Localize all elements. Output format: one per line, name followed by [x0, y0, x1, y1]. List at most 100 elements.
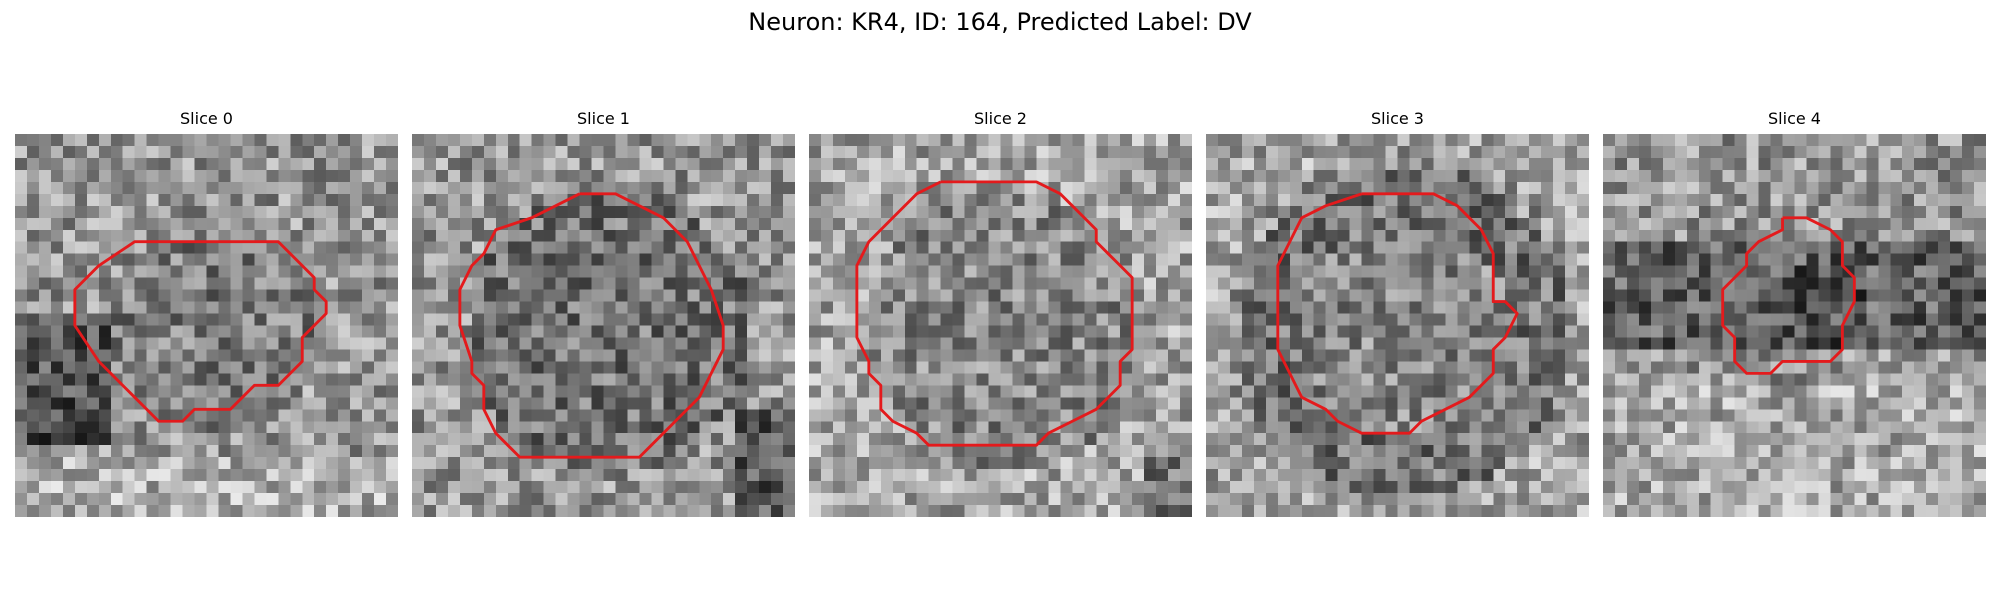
image-pixel: [1517, 421, 1530, 434]
image-pixel: [290, 481, 303, 494]
image-pixel: [711, 469, 724, 482]
image-pixel: [1686, 253, 1699, 266]
image-pixel: [1180, 205, 1192, 219]
image-pixel: [1541, 409, 1554, 422]
image-pixel: [1180, 445, 1192, 458]
image-pixel: [62, 265, 76, 278]
image-pixel: [278, 253, 291, 266]
image-pixel: [531, 301, 544, 314]
image-pixel: [1253, 349, 1267, 362]
image-pixel: [1746, 313, 1759, 326]
image-pixel: [1024, 481, 1037, 494]
image-pixel: [904, 397, 917, 410]
image-pixel: [1433, 469, 1446, 482]
image-pixel: [1012, 421, 1025, 434]
image-pixel: [711, 205, 724, 219]
image-pixel: [1000, 277, 1013, 290]
image-pixel: [627, 349, 640, 362]
image-pixel: [832, 157, 846, 171]
image-pixel: [735, 433, 748, 446]
image-pixel: [1168, 205, 1181, 219]
image-pixel: [1722, 421, 1735, 434]
image-pixel: [1626, 277, 1640, 290]
image-pixel: [1084, 134, 1097, 147]
image-pixel: [1180, 457, 1192, 470]
image-pixel: [1950, 289, 1963, 302]
image-pixel: [1024, 205, 1037, 219]
image-pixel: [1457, 481, 1470, 494]
image-pixel: [74, 313, 88, 326]
image-pixel: [1168, 145, 1181, 159]
image-pixel: [639, 289, 652, 302]
image-pixel: [651, 253, 664, 266]
image-pixel: [1457, 277, 1470, 290]
image-pixel: [62, 445, 76, 458]
slice-image: [1603, 134, 1986, 517]
slice-title: Slice 0: [180, 109, 233, 128]
image-pixel: [146, 145, 159, 159]
image-pixel: [1746, 385, 1759, 398]
image-pixel: [1241, 301, 1255, 314]
image-pixel: [1217, 385, 1231, 398]
image-pixel: [1217, 265, 1231, 278]
image-pixel: [62, 481, 76, 494]
image-pixel: [1000, 265, 1013, 278]
image-pixel: [1794, 433, 1807, 446]
image-pixel: [1818, 193, 1831, 207]
image-pixel: [314, 157, 327, 171]
image-pixel: [230, 229, 243, 242]
image-pixel: [988, 217, 1001, 230]
image-pixel: [1493, 469, 1506, 482]
image-pixel: [699, 313, 712, 326]
image-pixel: [1830, 325, 1843, 338]
image-pixel: [964, 253, 977, 266]
image-pixel: [1433, 157, 1446, 171]
image-pixel: [362, 469, 375, 482]
image-pixel: [988, 157, 1001, 171]
image-pixel: [747, 134, 760, 147]
image-pixel: [1373, 241, 1386, 254]
image-pixel: [290, 469, 303, 482]
image-pixel: [412, 325, 425, 338]
image-pixel: [1662, 433, 1676, 446]
image-pixel: [182, 229, 195, 242]
image-pixel: [1313, 181, 1326, 195]
image-pixel: [194, 277, 207, 290]
image-pixel: [904, 289, 917, 302]
image-pixel: [1024, 469, 1037, 482]
image-pixel: [1926, 217, 1939, 230]
image-pixel: [1397, 325, 1410, 338]
image-pixel: [579, 265, 592, 278]
image-pixel: [603, 169, 616, 183]
image-pixel: [435, 457, 449, 470]
image-pixel: [182, 421, 195, 434]
image-pixel: [1842, 193, 1855, 207]
image-pixel: [1096, 169, 1109, 183]
image-pixel: [170, 157, 183, 171]
image-pixel: [1674, 385, 1688, 398]
image-pixel: [495, 229, 508, 242]
image-pixel: [904, 134, 917, 147]
image-pixel: [74, 469, 88, 482]
image-pixel: [62, 181, 76, 195]
image-pixel: [1854, 277, 1867, 290]
image-pixel: [362, 301, 375, 314]
image-pixel: [495, 397, 508, 410]
image-pixel: [314, 265, 327, 278]
image-pixel: [1529, 373, 1542, 386]
image-pixel: [844, 337, 858, 350]
image-pixel: [1770, 313, 1783, 326]
image-pixel: [519, 157, 532, 171]
image-pixel: [687, 349, 700, 362]
image-pixel: [832, 361, 846, 374]
image-pixel: [783, 169, 795, 183]
image-pixel: [1758, 217, 1771, 230]
image-pixel: [1217, 241, 1231, 254]
image-pixel: [591, 217, 604, 230]
image-pixel: [1289, 313, 1302, 326]
image-pixel: [459, 217, 473, 230]
image-pixel: [350, 313, 363, 326]
image-pixel: [495, 457, 508, 470]
image-pixel: [543, 445, 556, 458]
image-pixel: [820, 385, 834, 398]
